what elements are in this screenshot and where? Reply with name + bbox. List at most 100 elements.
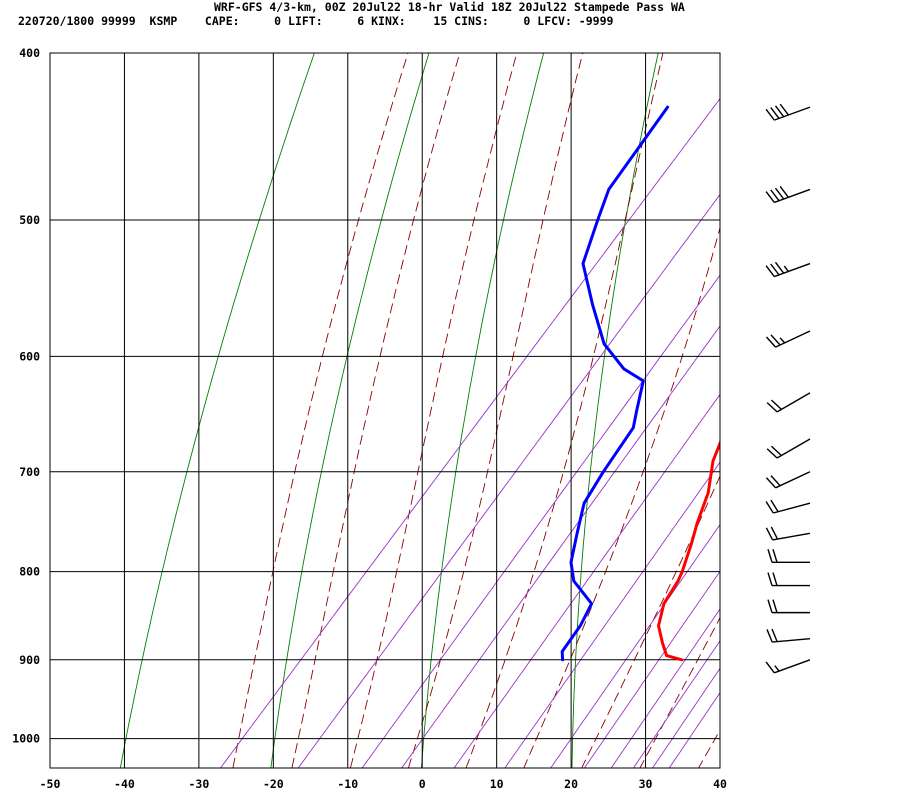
grid-lines <box>49 52 721 768</box>
chart-title: WRF-GFS 4/3-km, 00Z 20Jul22 18-hr Valid … <box>214 0 685 14</box>
x-tick-label: 30 <box>639 777 653 791</box>
moist-adiabat <box>581 475 720 768</box>
series-lines <box>560 105 720 662</box>
mixing-ratio-line <box>504 461 720 768</box>
barb-staff <box>772 532 811 541</box>
mixing-ratio-line <box>632 640 720 768</box>
barb-feather <box>767 572 773 586</box>
wind-barb <box>767 549 810 563</box>
barb-staff <box>775 471 811 489</box>
barb-feather <box>767 549 773 563</box>
wind-barb <box>765 103 811 121</box>
wind-barb <box>765 330 811 348</box>
wind-barb <box>765 526 811 541</box>
barb-feather <box>770 107 780 119</box>
barb-feather <box>774 261 785 274</box>
wind-barb <box>766 392 811 413</box>
moist-adiabat <box>232 53 409 768</box>
x-tick-label: -10 <box>337 777 358 791</box>
wind-barb <box>765 499 811 514</box>
barb-feather <box>765 501 774 514</box>
y-tick-label: 1000 <box>12 732 40 746</box>
x-tick-label: -40 <box>114 777 135 791</box>
background-lines <box>119 53 720 768</box>
barb-feather <box>774 187 785 200</box>
moist-adiabat <box>697 729 720 768</box>
wind-barb <box>766 628 811 643</box>
mixing-ratio-line <box>361 274 720 768</box>
x-tick-label: 0 <box>419 777 426 791</box>
mixing-ratio-line <box>610 608 720 768</box>
wind-barb <box>767 572 810 587</box>
x-tick-label: -50 <box>40 777 61 791</box>
moist-adiabat <box>639 616 720 768</box>
barb-feather <box>770 189 780 202</box>
dewpoint-profile <box>560 105 670 662</box>
moist-adiabat <box>291 53 461 768</box>
plot-frame <box>49 52 721 769</box>
moist-adiabat <box>465 53 664 768</box>
y-tick-label: 600 <box>19 349 40 363</box>
barb-feather <box>766 448 778 459</box>
barb-staff <box>773 502 811 514</box>
mixing-ratio-line <box>583 570 720 768</box>
barb-staff <box>774 262 811 278</box>
barb-feather <box>766 629 773 643</box>
barb-staff <box>774 659 811 674</box>
barb-feather <box>767 599 773 613</box>
barb-feather <box>770 399 782 410</box>
barb-staff <box>774 106 811 121</box>
y-tick-label: 800 <box>19 565 40 579</box>
x-tick-label: 20 <box>564 777 578 791</box>
barb-feather <box>770 334 781 346</box>
barb-feather <box>770 263 780 276</box>
barb-staff <box>776 438 811 459</box>
barb-feather <box>765 661 775 674</box>
barb-feather <box>779 186 789 198</box>
barb-feather <box>772 572 778 586</box>
dry-adiabat <box>270 53 430 768</box>
wind-barb <box>765 186 811 204</box>
mixing-ratio-line <box>401 325 720 768</box>
wind-barbs <box>765 103 811 674</box>
mixing-ratio-line <box>668 692 720 768</box>
mixing-ratio-line <box>219 97 720 768</box>
wind-barb <box>765 261 811 278</box>
barb-feather <box>770 445 782 456</box>
barb-half-feather <box>783 265 789 272</box>
barb-feather <box>765 527 774 541</box>
mixing-ratio-line <box>297 193 720 768</box>
barb-feather <box>772 549 778 563</box>
moist-adiabat <box>349 53 518 768</box>
dry-adiabat <box>119 53 315 768</box>
tick-labels: 400 500 600 700 800 900 1000 -50 -40 -30 -20 -10 0 10… <box>12 46 727 791</box>
x-tick-label: -20 <box>263 777 284 791</box>
y-tick-label: 700 <box>19 465 40 479</box>
wind-barb <box>765 659 811 674</box>
moist-adiabat <box>407 53 584 768</box>
barb-staff <box>772 638 811 643</box>
barb-staff <box>776 392 811 413</box>
barb-feather <box>770 526 779 540</box>
x-tick-label: -30 <box>188 777 209 791</box>
wind-barb <box>765 471 811 489</box>
y-tick-label: 900 <box>19 653 40 667</box>
barb-feather <box>765 477 777 489</box>
barb-feather <box>771 628 778 642</box>
wind-barb <box>766 438 811 459</box>
barb-feather <box>766 402 778 413</box>
barb-feather <box>770 475 781 487</box>
barb-feather <box>774 105 785 118</box>
barb-feather <box>765 336 777 348</box>
barb-feather <box>770 499 779 513</box>
mixing-ratio-line <box>453 393 720 768</box>
sounding-indices: 220720/1800 99999 KSMP CAPE: 0 LIFT: 6 K… <box>18 14 614 28</box>
y-tick-label: 500 <box>19 213 40 227</box>
dry-adiabat <box>571 53 659 768</box>
barb-feather <box>779 103 789 116</box>
y-tick-label: 400 <box>19 46 40 60</box>
x-tick-label: 10 <box>490 777 504 791</box>
barb-feather <box>772 599 778 613</box>
barb-staff <box>775 330 811 348</box>
